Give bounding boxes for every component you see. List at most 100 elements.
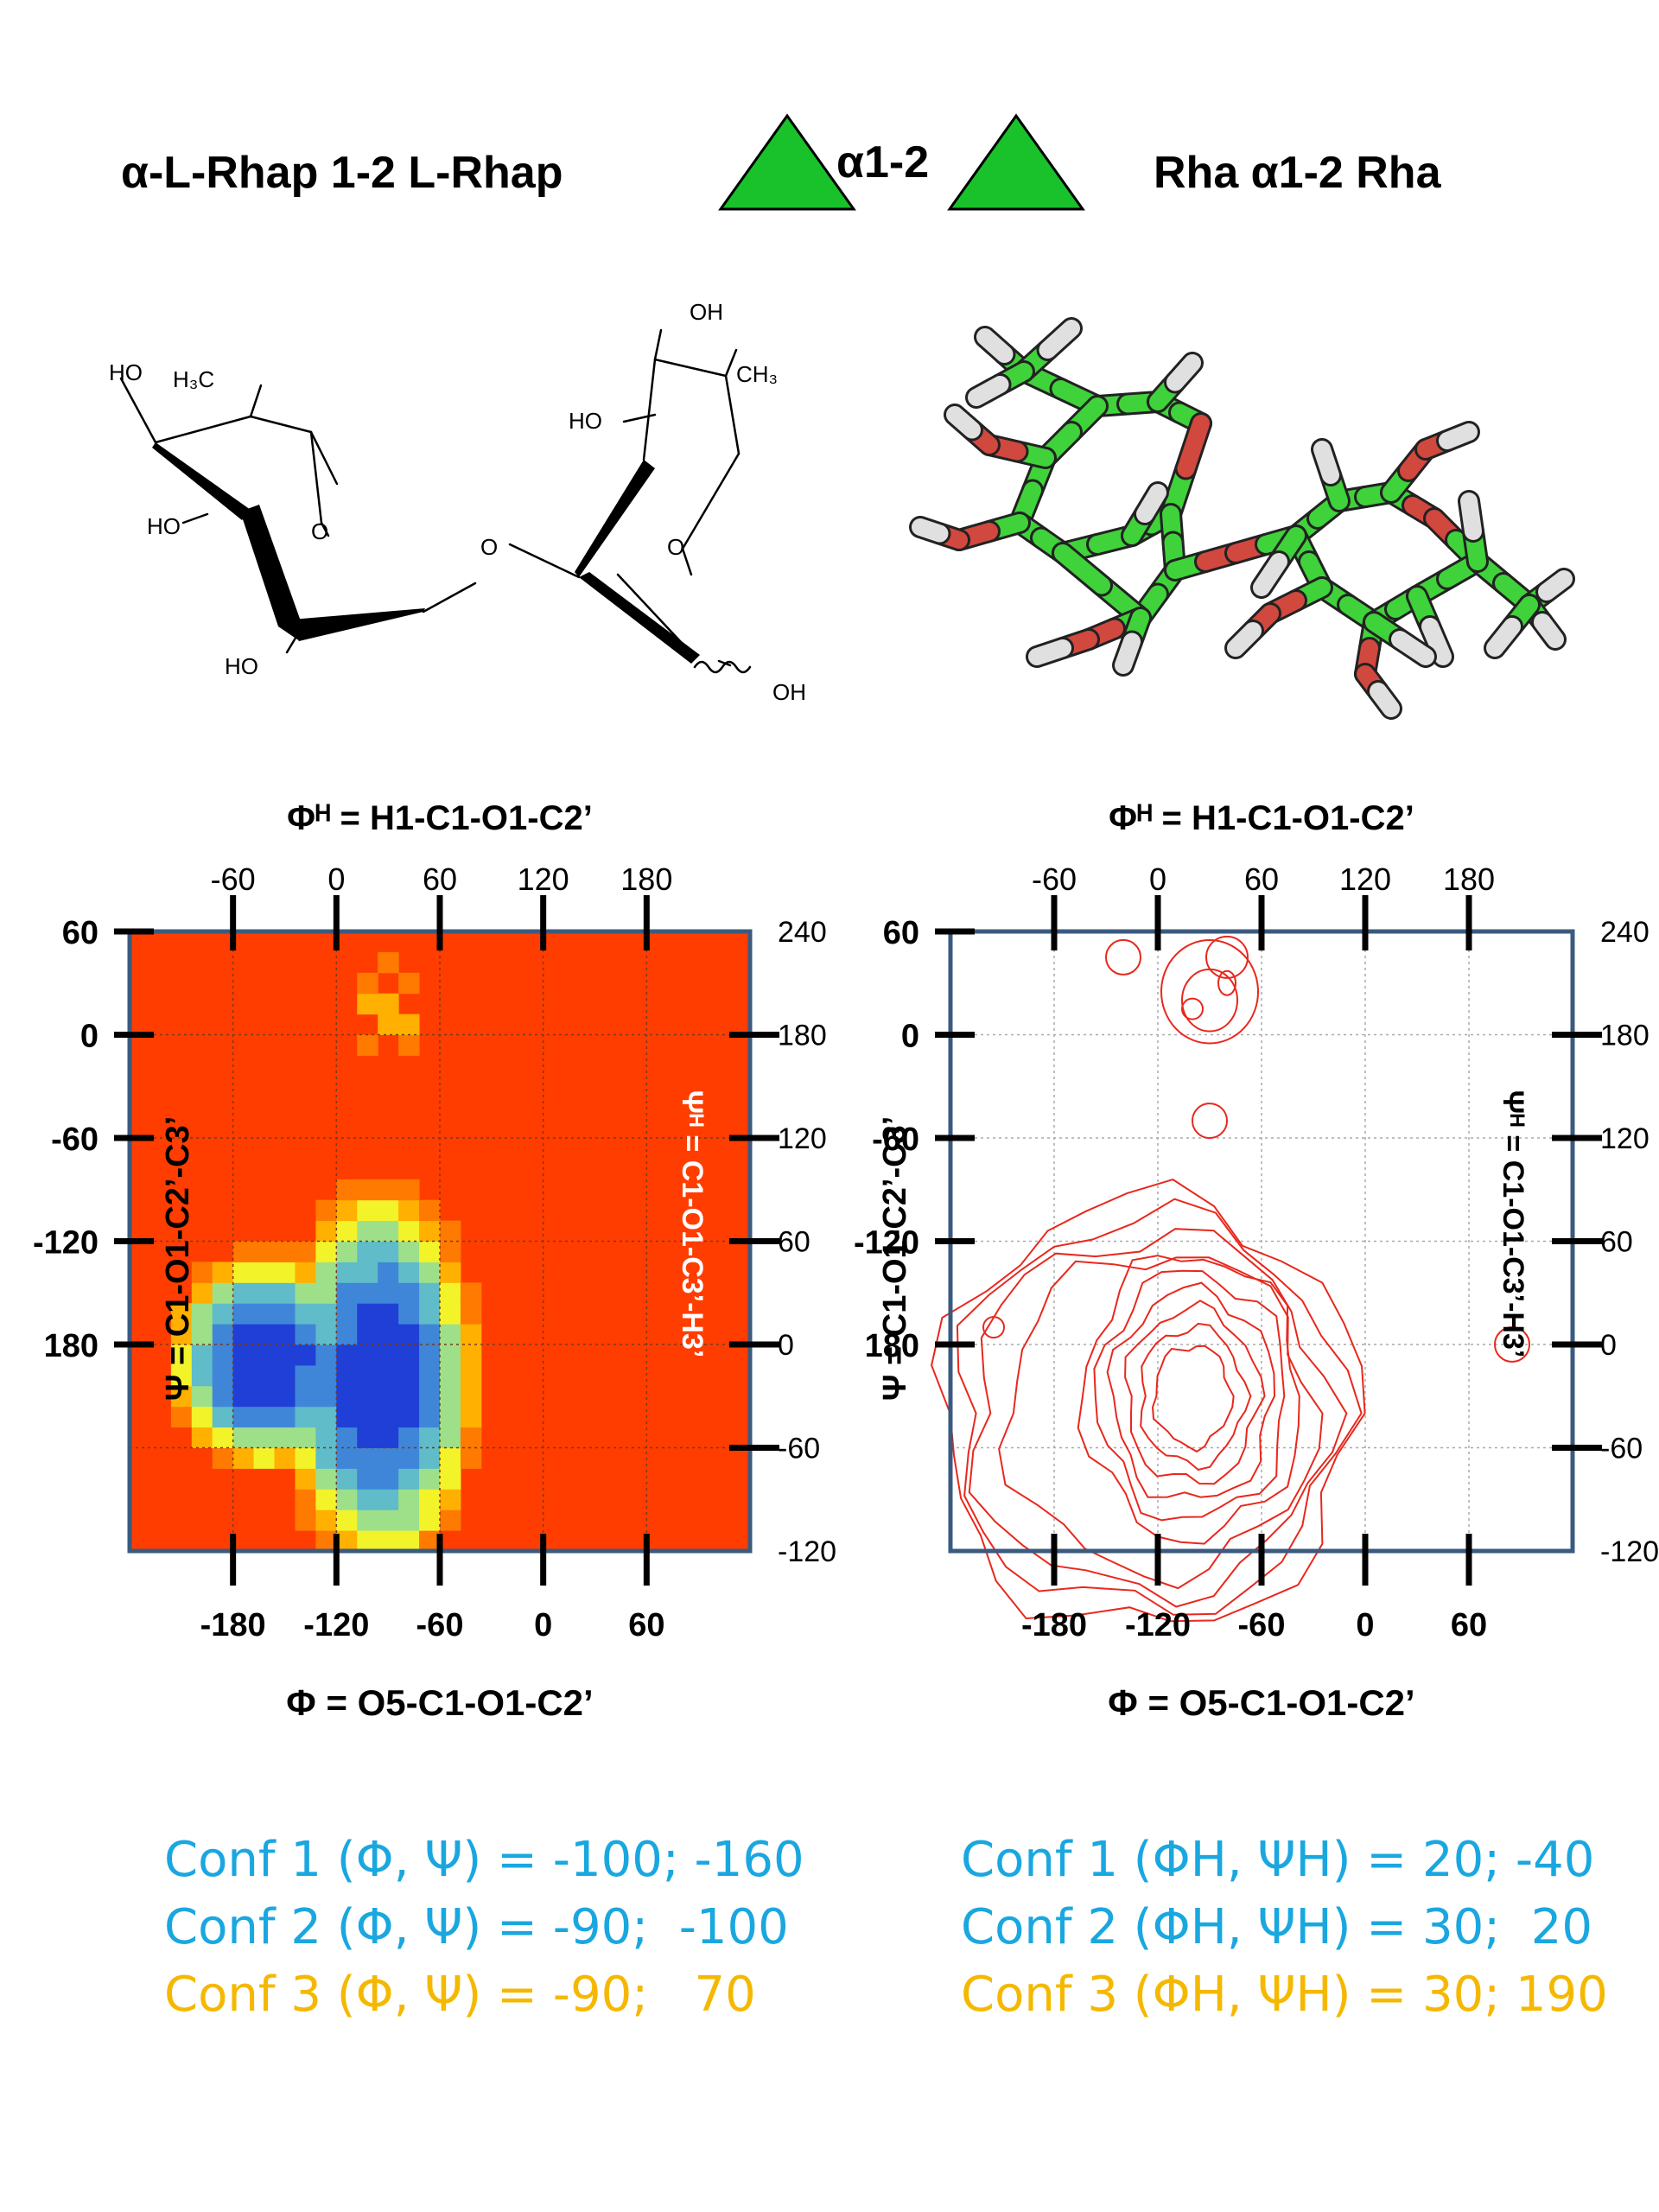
heatmap-cell <box>315 1241 337 1262</box>
bond-segment <box>1534 613 1564 648</box>
heatmap-cell <box>460 1364 482 1387</box>
heatmap-cell <box>191 1303 213 1325</box>
contour-ring <box>1151 1344 1235 1453</box>
contour-ring <box>1192 1103 1228 1140</box>
heatmap-cell <box>295 1344 316 1366</box>
bond-segment <box>1136 484 1166 523</box>
heatmap-cell <box>357 1364 378 1387</box>
bond-segment <box>1028 639 1071 665</box>
heatmap-cell <box>336 1489 358 1510</box>
label-o-ring2: O <box>667 534 684 560</box>
tick-label-left: 60 <box>883 915 919 951</box>
conf-label: Conf 2 (Φ, Ψ) = <box>164 1899 553 1955</box>
heatmap-cell <box>398 1447 420 1469</box>
heatmap-cell <box>460 1303 482 1325</box>
heatmap-cell <box>336 1447 358 1469</box>
heatmap-cell <box>419 1364 441 1387</box>
tick-label-bottom: 60 <box>628 1607 664 1643</box>
label-o-link: O <box>480 534 498 560</box>
heatmap-cell <box>191 1385 213 1408</box>
heatmap-cell <box>357 1034 378 1056</box>
heatmap-cell <box>378 1364 399 1387</box>
heatmap-cell <box>336 1199 358 1222</box>
tick-label-top: 0 <box>327 861 345 897</box>
conf-value: -100; -160 <box>552 1832 804 1888</box>
conf-label: Conf 1 (Φ, Ψ) = <box>164 1832 553 1888</box>
heatmap-cell <box>336 1364 358 1387</box>
heatmap-cell <box>315 1510 337 1531</box>
heatmap-cell <box>398 1241 420 1262</box>
heatmap-cell <box>191 1344 213 1366</box>
bond-segment <box>1486 618 1521 657</box>
tick-label-bottom: -180 <box>200 1607 266 1643</box>
heatmap-cell <box>191 1427 213 1448</box>
heatmap-cell <box>378 1179 399 1201</box>
tick-label-right: -120 <box>778 1535 836 1568</box>
heatmap-cell <box>315 1364 337 1387</box>
heatmap-cell <box>253 1262 276 1283</box>
heatmap-cell <box>460 1427 482 1448</box>
conf-line-right-2: Conf 2 (ΦH, ΨH) = 30; 20 <box>961 1899 1592 1955</box>
tick-label-right: -60 <box>778 1433 820 1465</box>
bond-segment <box>1538 570 1573 601</box>
tick-label-right: -120 <box>1600 1535 1659 1568</box>
contour-ring <box>1106 1281 1276 1498</box>
heatmap-cell <box>419 1241 441 1262</box>
heatmap-cell <box>295 1303 316 1325</box>
tick-label-bottom: -120 <box>303 1607 369 1643</box>
tick-label-bottom: -60 <box>416 1607 464 1643</box>
haworth-structure: HO H₃C HO O HO O OH CH₃ HO O OH <box>109 299 806 705</box>
heatmap-cell <box>378 1489 399 1510</box>
heatmap-cell <box>274 1241 296 1262</box>
label-ho-a: HO <box>109 359 143 385</box>
bond-segment <box>1166 354 1201 391</box>
heatmap-cell <box>357 1241 378 1262</box>
heatmap-cell <box>419 1324 441 1345</box>
heatmap-cell <box>378 1303 399 1325</box>
heatmap-cell <box>232 1447 255 1469</box>
heatmap-cell <box>378 1427 399 1448</box>
heatmap-cell <box>378 1241 399 1262</box>
contour-ring <box>998 1256 1324 1590</box>
bond-segment <box>1460 493 1482 540</box>
bond-segment <box>1391 631 1434 665</box>
heatmap-cell <box>440 1406 461 1428</box>
top-axis-title: Φᴴ = H1-C1-O1-C2’ <box>1109 799 1414 837</box>
conf-label: Conf 1 (ΦH, ΨH) = <box>961 1832 1422 1888</box>
heatmap-cell <box>419 1510 441 1531</box>
heatmap-cell <box>253 1447 276 1469</box>
heatmap-cell <box>419 1385 441 1408</box>
heatmap-cell <box>336 1406 358 1428</box>
heatmap-cell <box>336 1262 358 1283</box>
heatmap-cell <box>440 1385 461 1408</box>
conf-value: 30; 20 <box>1422 1899 1592 1955</box>
bond-segment <box>1370 683 1400 717</box>
label-ho-c: HO <box>225 653 258 679</box>
tick-label-left: 0 <box>901 1019 919 1055</box>
heatmap-cell <box>191 1262 213 1283</box>
heatmap-cell <box>232 1427 255 1448</box>
heatmap-cell <box>295 1406 316 1428</box>
heatmap-cell <box>378 1344 399 1366</box>
label-oh-top: OH <box>690 299 723 325</box>
tick-label-bottom: -120 <box>1125 1607 1191 1643</box>
heatmap-cell <box>212 1406 234 1428</box>
heatmap-plot: -180 -120 -60 0 60 -60 0 60 120 180 240 180 120 60 0 -6… <box>33 799 836 1723</box>
heatmap-cell <box>460 1282 482 1304</box>
heatmap-cell <box>357 1199 378 1222</box>
heatmap-cell <box>191 1364 213 1387</box>
conf-line-right-3: Conf 3 (ΦH, ΨH) = 30; 190 <box>961 1967 1608 2023</box>
bond-segment <box>1115 632 1141 674</box>
heatmap-cell <box>336 1324 358 1345</box>
heatmap-cell <box>419 1262 441 1283</box>
heatmap-cell <box>253 1427 276 1448</box>
heatmap-cell <box>253 1282 276 1304</box>
heatmap-cell <box>460 1324 482 1345</box>
heatmap-cell <box>253 1303 276 1325</box>
bottom-axis-title: Φ = O5-C1-O1-C2’ <box>1108 1682 1414 1723</box>
right-name: Rha α1-2 Rha <box>1154 148 1441 198</box>
heatmap-cell <box>357 1530 378 1552</box>
heatmap-cell <box>357 1324 378 1345</box>
heatmap-cell <box>232 1344 255 1366</box>
heatmap-cell <box>274 1303 296 1325</box>
